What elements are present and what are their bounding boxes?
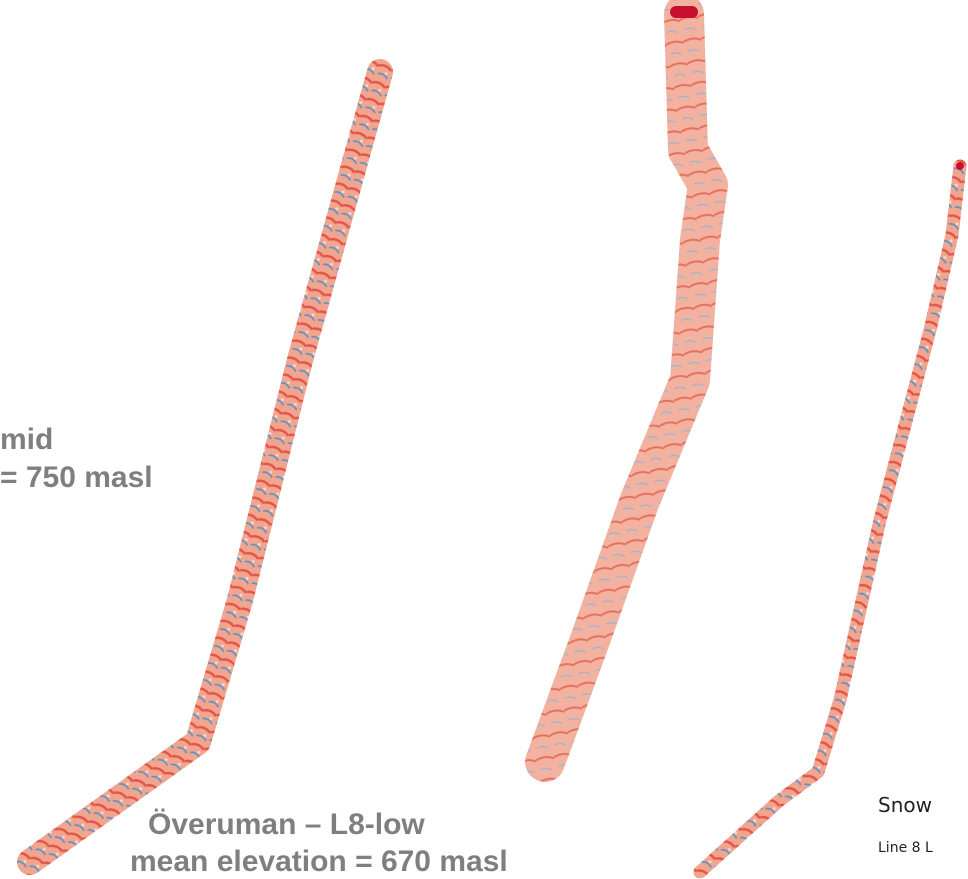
map-canvas (0, 0, 968, 878)
site-label: Överuman – L8-low (148, 808, 425, 842)
strip-cap (670, 6, 698, 18)
survey-strip (545, 14, 708, 762)
site-label: mid (0, 423, 53, 457)
legend-entry: Line 8 L (878, 840, 933, 856)
strip-cap (956, 162, 964, 170)
survey-strip (700, 166, 960, 872)
site-label: = 750 masl (0, 461, 153, 495)
site-label: mean elevation = 670 masl (130, 845, 508, 879)
legend-title: Snow (878, 793, 932, 817)
page: {"labels": { "mid_site": {"line1": "mid"… (0, 0, 968, 878)
